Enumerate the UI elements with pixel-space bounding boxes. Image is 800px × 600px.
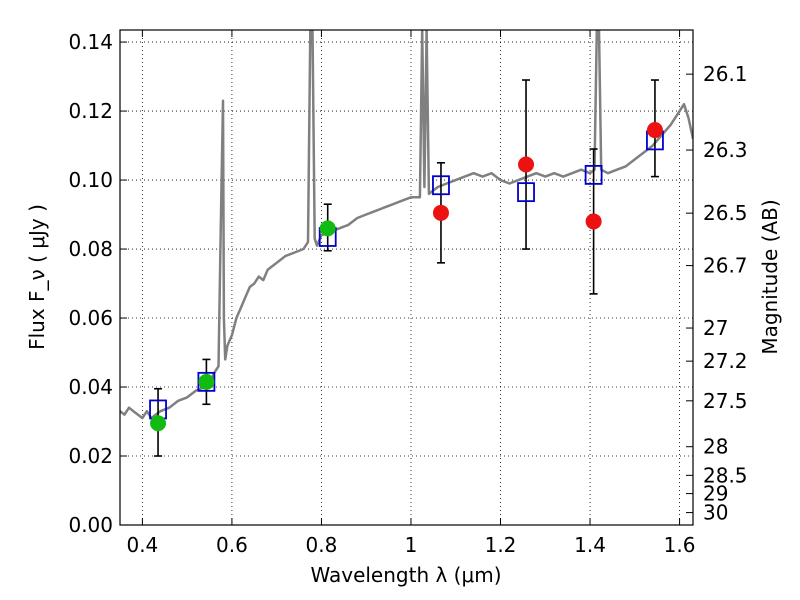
- x-tick-label: 1.4: [574, 533, 606, 557]
- x-tick-label: 1: [405, 533, 418, 557]
- magnitude-tick-label: 26.1: [703, 62, 748, 86]
- x-axis-ticks: 0.4 0.6 0.8 1 1.2 1.4 1.6: [126, 30, 695, 557]
- magnitude-tick-label: 29: [703, 482, 728, 506]
- x-tick-label: 1.6: [664, 533, 696, 557]
- model-flux-square: [432, 175, 450, 196]
- magnitude-tick-label: 27.2: [703, 349, 748, 373]
- magnitude-tick-label: 26.3: [703, 138, 748, 162]
- x-axis-title: Wavelength λ (μm): [310, 563, 501, 587]
- magnitude-axis-title: Magnitude (AB): [758, 199, 782, 354]
- y-tick-label: 0.00: [68, 513, 113, 537]
- observed-flux-point: [585, 213, 602, 230]
- y-tick-label: 0.08: [68, 237, 113, 261]
- model-flux-square: [517, 182, 535, 203]
- x-tick-label: 0.6: [216, 533, 248, 557]
- x-tick-label: 1.2: [485, 533, 517, 557]
- x-tick-label: 0.8: [306, 533, 338, 557]
- y-tick-label: 0.06: [68, 306, 113, 330]
- y-tick-label: 0.10: [68, 168, 113, 192]
- grid-lines: [120, 30, 693, 526]
- magnitude-tick-label: 28: [703, 435, 728, 459]
- y-axis-title: Flux F_ν ( μJy ): [25, 204, 49, 350]
- y-tick-label: 0.12: [68, 99, 113, 123]
- x-tick-label: 0.4: [126, 533, 158, 557]
- observed-flux-point: [518, 156, 535, 173]
- plot-area: [120, 30, 693, 457]
- magnitude-tick-label: 27: [703, 316, 728, 340]
- observed-flux-point: [319, 220, 336, 237]
- model-flux-square: [584, 164, 603, 185]
- observed-flux-point: [432, 204, 449, 221]
- magnitude-tick-label: 26.7: [703, 254, 748, 278]
- y-tick-label: 0.14: [68, 30, 113, 54]
- magnitude-tick-label: 27.5: [703, 389, 748, 413]
- magnitude-tick-label: 28.5: [703, 463, 748, 487]
- y-axis-ticks: 0.00 0.02 0.04 0.06 0.08 0.10 0.12 0.14: [68, 30, 127, 537]
- observed-flux-point: [198, 373, 215, 390]
- observed-flux-point: [646, 122, 663, 139]
- plot-frame: [119, 29, 694, 526]
- magnitude-tick-label: 26.5: [703, 201, 748, 225]
- magnitude-tick-label: 30: [703, 501, 728, 525]
- observed-flux-point: [150, 415, 167, 432]
- y-tick-label: 0.04: [68, 375, 113, 399]
- y-tick-label: 0.02: [68, 444, 113, 468]
